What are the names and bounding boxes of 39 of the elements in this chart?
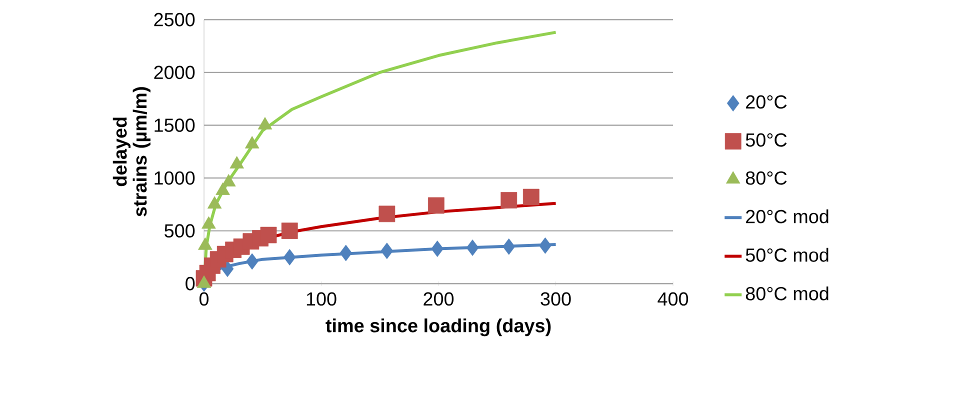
x-tick-label: 300 (540, 292, 571, 306)
point (281, 222, 298, 240)
x-tick-label: 0 (199, 292, 209, 306)
point (428, 197, 444, 214)
x-tick-label: 100 (306, 292, 336, 306)
point (216, 182, 230, 195)
point (522, 188, 540, 206)
point (258, 117, 272, 130)
y-axis-title: delayed strains (µm/m) (112, 87, 150, 216)
legend-label: 20°C mod (746, 209, 828, 224)
legend-label: 50°C (746, 133, 787, 147)
point (283, 249, 296, 266)
point (340, 244, 352, 262)
x-tick-label: 400 (658, 292, 688, 306)
y-tick-label: 500 (164, 224, 195, 238)
y-tick-label: 2500 (154, 12, 195, 26)
point (244, 136, 260, 148)
legend-label: 50°C mod (746, 248, 828, 262)
point (230, 156, 244, 168)
point (378, 206, 396, 222)
point (207, 196, 222, 209)
y-tick-label: 2000 (154, 66, 195, 80)
legend-label: 80°C mod (746, 286, 828, 300)
x-tick-label: 200 (424, 292, 454, 306)
point (431, 240, 444, 257)
point (502, 238, 516, 255)
point (222, 174, 236, 186)
point (380, 242, 394, 260)
y-tick-label: 1500 (154, 118, 195, 132)
y-tick-label: 1000 (154, 171, 195, 185)
point (260, 226, 277, 244)
point (466, 240, 479, 256)
point (539, 237, 552, 254)
y-tick-label: 0 (186, 276, 195, 290)
point (500, 192, 518, 208)
legend-label: 20°C (746, 95, 787, 109)
legend-label: 80°C (746, 171, 787, 185)
x-axis-title: time since loading (days) (326, 318, 551, 336)
point (246, 253, 258, 270)
